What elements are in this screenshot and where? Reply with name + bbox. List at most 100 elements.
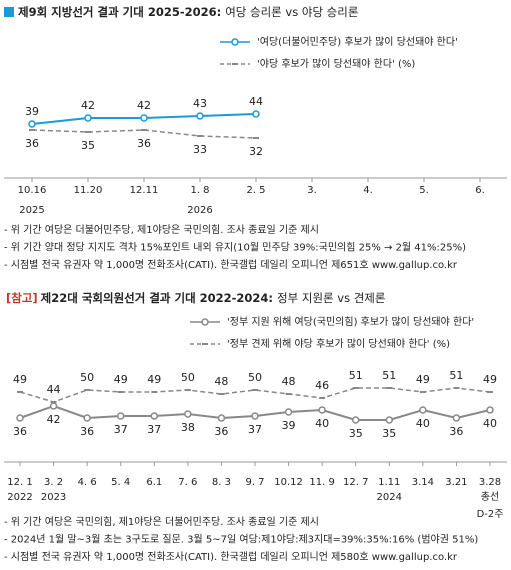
legend-label: '정부 견제 위해 야당 후보가 많이 당선돼야 한다' (%) [227,337,450,350]
x-tick-label: 11.20 [74,185,103,196]
point [486,406,494,414]
note: - 위 기간 여당은 국민의힘, 제1야당은 더불어민주당. 조사 종료일 기준… [4,515,319,528]
x-tick-label: 8. 3 [212,477,231,488]
point [49,402,58,410]
x-tick-label: 6.1 [146,477,162,488]
title-main: 제22대 국회의원선거 결과 기대 2022-2024: [41,291,273,305]
note: - 위 기간 여당은 더불어민주당, 제1야당은 국민의힘. 조사 종료일 기준… [4,223,319,236]
point [284,408,293,416]
x-tick-label: 1. 8 [190,185,209,196]
data-label: 49 [147,373,161,386]
data-label: 36 [214,425,228,438]
point [318,406,326,414]
x-tick-label: 9. 7 [245,477,264,488]
legend-marker [201,318,209,326]
data-label: 35 [382,427,396,440]
note: - 2024년 1월 말~3월 초는 3구도로 질문. 3월 5~7일 여당:제… [4,534,478,546]
data-label: 40 [315,417,329,430]
x-tick-label: 10.12 [274,477,303,488]
point [16,414,24,422]
x-sublabel: 2023 [41,492,66,503]
data-label: 37 [147,423,161,436]
chart-title: 제9회 지방선거 결과 기대 2025-2026: 여당 승리론 vs 야당 승리… [18,5,358,19]
point [419,406,427,414]
x-tick-label: 1.11 [378,477,400,488]
title-sub: 정부 지원론 vs 견제론 [277,291,385,305]
x-sublabel: 2025 [19,205,44,216]
note: - 위 기간 양대 정당 지지도 격차 15%포인트 내외 유지(10월 민주당… [4,241,466,254]
data-label: 36 [80,425,94,438]
data-label: 48 [214,375,228,388]
data-label: 44 [47,383,61,396]
data-label: 35 [81,139,95,152]
data-label: 51 [449,369,463,382]
point [28,120,36,128]
data-label: 50 [181,371,195,384]
series-line [19,387,491,403]
point [83,414,91,422]
point [196,112,204,120]
point [452,414,461,422]
x-sublabel: 2024 [377,492,402,503]
x-tick-label: 4. [363,185,373,196]
data-label: 43 [193,97,207,110]
x-tick-label: 3. [307,185,317,196]
x-tick-label: 12. 1 [7,477,32,488]
data-label: 51 [349,369,363,382]
data-label: 44 [249,95,263,108]
point [351,416,360,424]
data-label: 36 [13,425,27,438]
point [385,416,394,424]
x-tick-label: 3.21 [445,477,467,488]
x-tick-label: 3. 2 [44,477,63,488]
x-sublabel: 2026 [187,205,212,216]
note: - 시점별 전국 유권자 약 1,000명 전화조사(CATI). 한국갤럽 데… [4,551,458,563]
data-label: 42 [137,99,151,112]
data-label: 38 [181,421,195,434]
title-marker [4,7,14,17]
data-label: 40 [483,417,497,430]
data-label: 48 [282,375,296,388]
data-label: 39 [282,419,296,432]
data-label: 36 [137,137,151,150]
data-label: 49 [13,373,27,386]
x-tick-label: 12. 7 [343,477,368,488]
point [84,114,92,122]
x-tick-label: 5. [419,185,429,196]
chart-title: [참고] 제22대 국회의원선거 결과 기대 2022-2024: 정부 지원론 v… [6,291,385,305]
data-label: 49 [483,373,497,386]
point [251,412,259,420]
data-label: 40 [416,417,430,430]
point [140,114,148,122]
x-tick-label: 3.14 [412,477,434,488]
data-label: 39 [25,105,39,118]
x-tick-label: 3.28 [479,477,501,488]
x-tick-label: 11. 9 [309,477,334,488]
data-label: 42 [47,413,61,426]
legend-label: '정부 지원 위해 여당(국민의힘) 후보가 많이 당선돼야 한다' [227,315,474,328]
title-main: 제9회 지방선거 결과 기대 2025-2026: [18,5,221,19]
x-tick-label: 6. [475,185,485,196]
data-label: 42 [81,99,95,112]
data-label: 32 [249,145,263,158]
legend-label: '여당(더불어민주당) 후보가 많이 당선돼야 한다' [257,36,458,48]
data-label: 49 [416,373,430,386]
point [252,110,260,118]
data-label: 37 [114,423,128,436]
x-tick-label: 4. 6 [78,477,97,488]
data-label: 37 [248,423,262,436]
data-label: 36 [25,137,39,150]
point [184,410,192,418]
title-prefix: [참고] [6,291,38,305]
x-sublabel: 총선 [481,491,499,503]
data-label: 36 [449,425,463,438]
point [150,412,159,420]
x-tick-label: 7. 6 [178,477,197,488]
data-label: 33 [193,143,207,156]
data-label: 49 [114,373,128,386]
data-label: 50 [80,371,94,384]
x-sublabel: 2022 [7,492,32,503]
x-tick-label: 10.16 [18,185,47,196]
note: - 시점별 전국 유권자 약 1,000명 전화조사(CATI). 한국갤럽 데… [4,259,458,271]
x-sublabel: D-2주 [477,509,504,520]
